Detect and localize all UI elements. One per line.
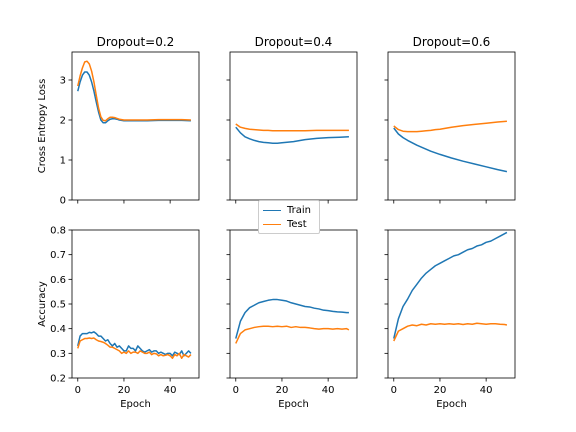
y-tick-label: 3 <box>60 76 66 87</box>
series-test-line <box>77 337 192 360</box>
y-tick-label: 0.4 <box>50 324 66 335</box>
legend-train-line <box>263 209 281 211</box>
y-axis-label: Accuracy <box>37 281 48 327</box>
series-train-line <box>393 127 508 173</box>
subplot-6: 0 20 40 Epoch <box>384 229 516 410</box>
y-tick-label: 0.3 <box>50 349 66 360</box>
x-tick-label: 40 <box>322 385 335 396</box>
series-test-line <box>77 60 191 122</box>
x-tick-label: 20 <box>276 385 289 396</box>
subplot-3: Dropout=0.6 <box>384 35 516 204</box>
subplot-title: Dropout=0.4 <box>255 35 333 49</box>
series-test-line <box>235 123 349 132</box>
y-tick-label: 0.5 <box>50 300 66 311</box>
x-tick-label: 0 <box>391 385 397 396</box>
legend-entry-test: Test <box>263 217 307 231</box>
series-test-line <box>235 325 350 344</box>
x-tick-label: 0 <box>75 385 81 396</box>
series-train-line <box>393 231 508 339</box>
y-tick-label: 2 <box>60 116 66 127</box>
x-axis-label: Epoch <box>436 399 467 410</box>
subplot-2: Dropout=0.4 <box>226 35 358 204</box>
series-train-line <box>77 71 191 124</box>
x-tick-label: 20 <box>118 385 131 396</box>
series-test-line <box>393 322 508 342</box>
y-tick-label: 0.2 <box>50 374 66 385</box>
axes-frame <box>71 51 200 201</box>
series-test-line <box>393 120 507 133</box>
series-train-line <box>77 331 192 357</box>
y-tick-label: 0.7 <box>50 250 66 261</box>
subplot-5: 0 20 40 Epoch <box>226 229 358 410</box>
x-tick-label: 40 <box>480 385 493 396</box>
y-axis-label: Cross Entropy Loss <box>37 79 48 174</box>
x-axis-label: Epoch <box>278 399 309 410</box>
x-axis-label: Epoch <box>120 399 151 410</box>
x-tick-label: 40 <box>164 385 177 396</box>
legend-test-label: Test <box>287 218 307 230</box>
axes-frame <box>387 229 516 379</box>
y-tick-label: 0.6 <box>50 275 66 286</box>
series-train-line <box>235 126 349 144</box>
subplot-1: 0 1 2 3 Dropout=0.2 Cross Entropy Loss <box>37 35 200 207</box>
legend-train-label: Train <box>287 204 311 216</box>
subplot-title: Dropout=0.2 <box>97 35 175 49</box>
x-tick-label: 20 <box>434 385 447 396</box>
y-tick-label: 0.8 <box>50 226 66 237</box>
axes-frame <box>387 51 516 201</box>
subplot-4: 0 20 40 0.2 0.3 0.4 0.5 0.6 0.7 0.8 Epoch Accuracy <box>37 226 200 410</box>
legend-test-line <box>263 223 281 225</box>
series-train-line <box>235 298 349 339</box>
y-tick-label: 1 <box>60 156 66 167</box>
subplot-title: Dropout=0.6 <box>413 35 491 49</box>
x-tick-label: 0 <box>233 385 239 396</box>
legend: Train Test <box>258 200 320 234</box>
y-tick-label: 0 <box>60 196 66 207</box>
axes-frame <box>229 51 358 201</box>
legend-entry-train: Train <box>263 203 311 217</box>
